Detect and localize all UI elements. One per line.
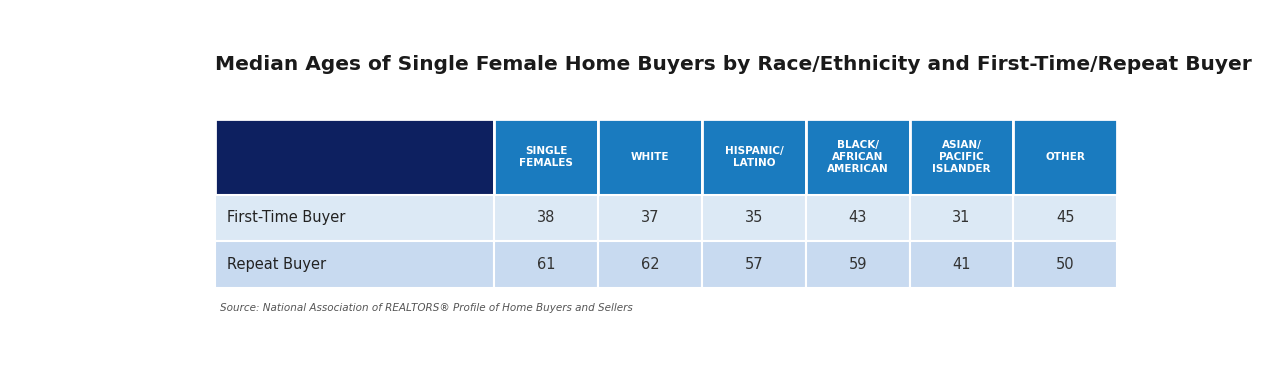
Bar: [598, 241, 701, 288]
Text: 62: 62: [641, 257, 659, 272]
Text: 61: 61: [538, 257, 556, 272]
Bar: [910, 119, 1014, 195]
Bar: [806, 195, 910, 241]
Text: 57: 57: [745, 257, 763, 272]
Text: 50: 50: [1056, 257, 1075, 272]
Bar: [494, 241, 598, 288]
Text: 59: 59: [849, 257, 867, 272]
Bar: [494, 195, 598, 241]
Text: HISPANIC/
LATINO: HISPANIC/ LATINO: [724, 146, 783, 168]
Bar: [598, 195, 701, 241]
Bar: [701, 195, 806, 241]
Text: 38: 38: [538, 210, 556, 225]
Text: First-Time Buyer: First-Time Buyer: [228, 210, 346, 225]
Bar: [806, 241, 910, 288]
Text: OTHER: OTHER: [1046, 152, 1085, 162]
Bar: [910, 241, 1014, 288]
Bar: [598, 119, 701, 195]
Bar: [1014, 241, 1117, 288]
Text: 41: 41: [952, 257, 970, 272]
Text: ASIAN/
PACIFIC
ISLANDER: ASIAN/ PACIFIC ISLANDER: [932, 140, 991, 173]
Bar: [701, 119, 806, 195]
Text: 37: 37: [641, 210, 659, 225]
Bar: [215, 119, 494, 195]
Bar: [215, 241, 494, 288]
Text: WHITE: WHITE: [631, 152, 669, 162]
Bar: [215, 195, 494, 241]
Bar: [1014, 119, 1117, 195]
Text: Median Ages of Single Female Home Buyers by Race/Ethnicity and First-Time/Repeat: Median Ages of Single Female Home Buyers…: [215, 55, 1252, 74]
Text: 43: 43: [849, 210, 867, 225]
Text: Source: National Association of REALTORS® Profile of Home Buyers and Sellers: Source: National Association of REALTORS…: [220, 303, 632, 313]
Bar: [1014, 195, 1117, 241]
Text: 31: 31: [952, 210, 970, 225]
Text: BLACK/
AFRICAN
AMERICAN: BLACK/ AFRICAN AMERICAN: [827, 140, 888, 173]
Text: SINGLE
FEMALES: SINGLE FEMALES: [520, 146, 573, 168]
Bar: [494, 119, 598, 195]
Text: 45: 45: [1056, 210, 1075, 225]
Bar: [806, 119, 910, 195]
Text: Repeat Buyer: Repeat Buyer: [228, 257, 326, 272]
Text: 35: 35: [745, 210, 763, 225]
Bar: [701, 241, 806, 288]
Bar: [910, 195, 1014, 241]
